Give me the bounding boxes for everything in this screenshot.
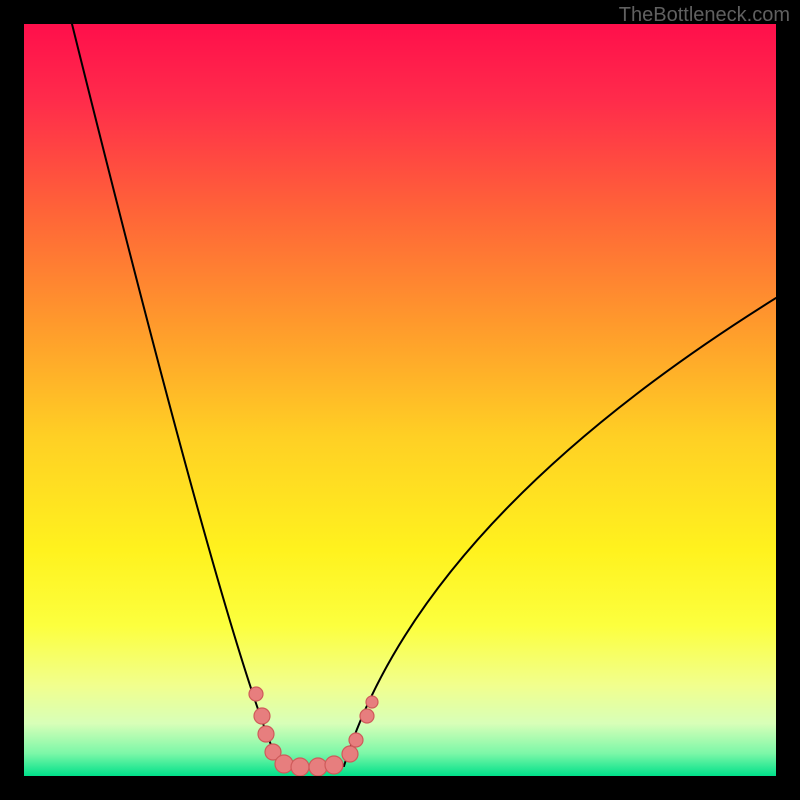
- marker-point: [254, 708, 270, 724]
- chart-svg: [0, 0, 800, 800]
- marker-point: [342, 746, 358, 762]
- chart-stage: TheBottleneck.com: [0, 0, 800, 800]
- marker-point: [349, 733, 363, 747]
- marker-point: [325, 756, 343, 774]
- marker-point: [249, 687, 263, 701]
- plot-background: [24, 24, 776, 776]
- marker-point: [258, 726, 274, 742]
- marker-point: [275, 755, 293, 773]
- marker-point: [309, 758, 327, 776]
- marker-point: [360, 709, 374, 723]
- watermark-text: TheBottleneck.com: [619, 4, 790, 27]
- marker-point: [291, 758, 309, 776]
- marker-point: [366, 696, 378, 708]
